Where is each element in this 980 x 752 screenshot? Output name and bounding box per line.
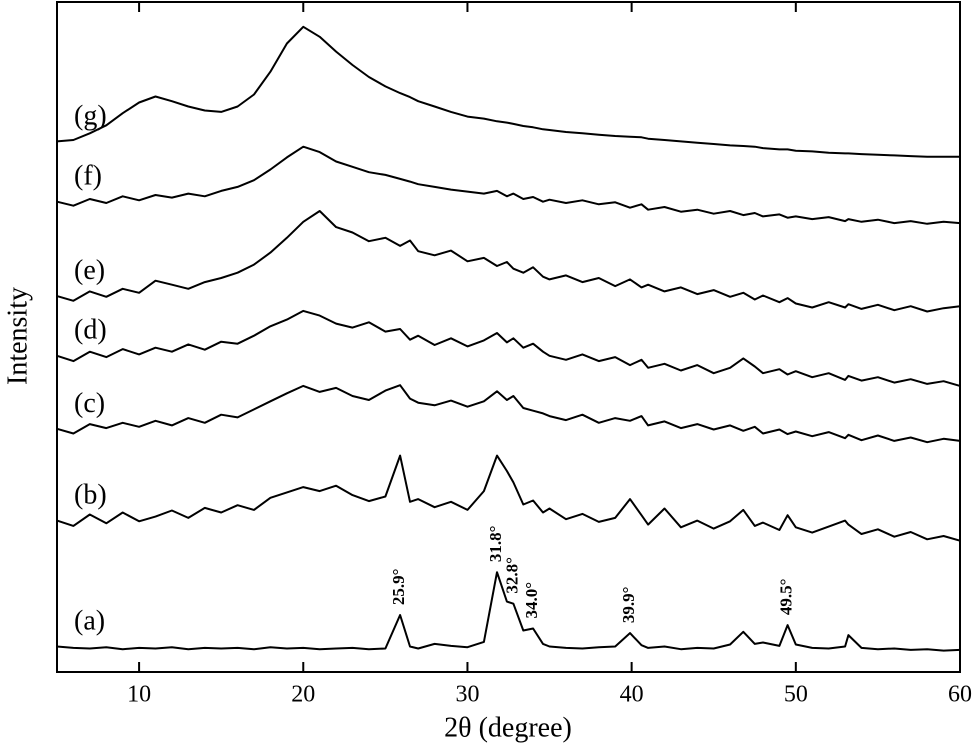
peak-annotation: 31.8° xyxy=(486,526,505,563)
xrd-trace xyxy=(56,210,961,313)
xrd-trace xyxy=(56,145,961,225)
peak-annotation: 32.8° xyxy=(502,557,521,594)
x-axis-label: 2θ (degree) xyxy=(444,712,572,743)
x-tick-label: 40 xyxy=(620,682,644,708)
peak-annotation: 34.0° xyxy=(522,582,541,619)
plot-frame xyxy=(56,1,961,673)
series-label: (a) xyxy=(74,606,105,637)
xrd-trace xyxy=(56,309,961,387)
series-label: (c) xyxy=(74,388,105,419)
series-label: (b) xyxy=(74,480,107,511)
x-tick-label: 30 xyxy=(455,682,479,708)
x-tick-label: 60 xyxy=(948,682,972,708)
series-label: (e) xyxy=(74,255,105,286)
peak-annotation: 25.9° xyxy=(389,568,408,605)
xrd-trace xyxy=(56,384,961,444)
series-label: (g) xyxy=(74,100,107,131)
series-label: (d) xyxy=(74,315,107,346)
series-label: (f) xyxy=(74,161,102,192)
xrd-trace xyxy=(56,25,960,158)
peak-annotation: 39.9° xyxy=(619,587,638,624)
xrd-trace xyxy=(56,454,961,542)
peak-annotation: 49.5° xyxy=(777,579,796,616)
xrd-trace xyxy=(56,571,961,652)
x-tick-label: 50 xyxy=(784,682,808,708)
x-tick-label: 20 xyxy=(291,682,315,708)
x-tick-label: 10 xyxy=(127,682,151,708)
y-axis-label: Intensity xyxy=(2,287,33,385)
